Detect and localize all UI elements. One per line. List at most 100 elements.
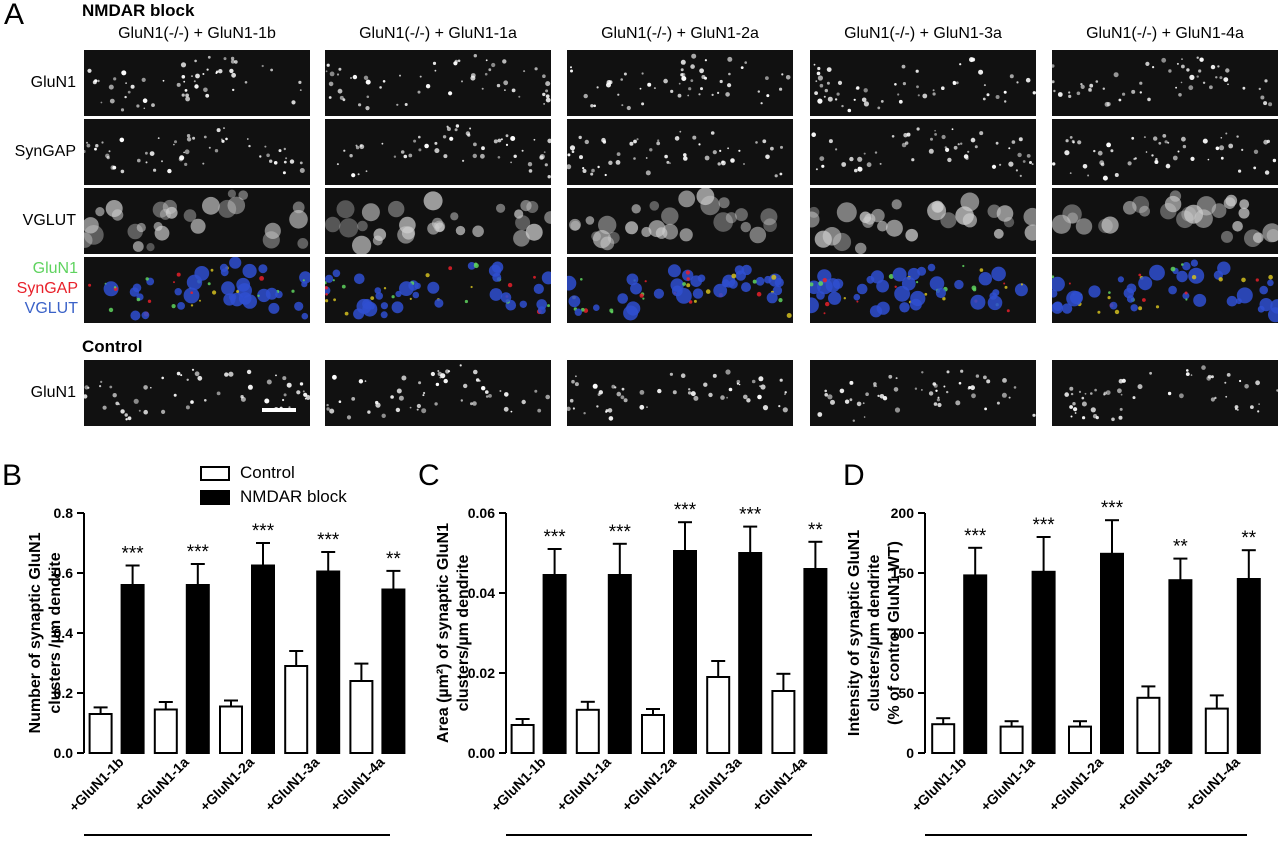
column-title-2: GluN1(-/-) + GluN1-1a [359,25,517,42]
chart-c-ylabel-line-1: Area (µm²) of synaptic GluN1 [435,523,452,743]
chart-d-significance-3: ** [1173,537,1188,558]
merge-label-glun1: GluN1 [32,260,78,277]
chart-b-significance-2: *** [252,521,275,542]
micrograph-syngap-col1 [84,119,310,185]
chart-b-ytick-label-4: 0.8 [54,505,74,521]
chart-d-category-label-1: +GluN1-1a [977,754,1038,815]
chart-b-significance-3: *** [317,530,340,551]
chart-b-bar-nmdar-2 [251,564,275,754]
chart-d-category-label-4: +GluN1-4a [1182,754,1243,815]
merge-label-vglut: VGLUT [24,300,78,317]
merge-label: GluN1 SynGAP VGLUT [0,259,78,319]
chart-c-ytick-label-3: 0.06 [468,505,495,521]
chart-c-ytick-label-0: 0.00 [468,745,495,761]
chart-d-bar-control-3 [1136,696,1161,755]
row-label-glun1: GluN1 [30,74,76,91]
chart-b-significance-1: *** [187,542,210,563]
legend-control-swatch [200,465,230,481]
chart-d-ytick-label-1: 50 [898,685,914,701]
chart-b-bar-nmdar-3 [316,570,341,754]
chart-d-ylabel-line-1: Intensity of synaptic GluN1 [846,530,863,736]
chart-c-bar-nmdar-3 [738,552,763,754]
chart-b-category-label-4: +GluN1-4a [327,754,388,815]
control-title: Control [82,337,143,356]
row-label-control-gluN1: GluN1 [30,384,76,401]
panel-b-letter: B [2,459,22,492]
micrograph-control-glun1-col1 [84,360,310,426]
chart-c-significance-2: *** [674,500,697,521]
chart-b-significance-4: ** [386,549,401,570]
legend-control-label: Control [240,463,295,482]
chart-b-bar-control-3 [284,665,309,754]
micrograph-merge-col2 [325,257,551,323]
chart-c-significance-0: *** [544,527,567,548]
chart-c-category-label-1: +GluN1-1a [553,754,614,815]
panel-d-letter: D [843,459,865,492]
micrograph-control-glun1-col4 [810,360,1036,426]
micrograph-merge-col1 [84,257,310,323]
chart-b-category-label-1: +GluN1-1a [131,754,192,815]
chart-b-bar-nmdar-1 [185,584,210,754]
chart-c-bar-control-0 [510,724,535,754]
legend-nmdar-label: NMDAR block [240,487,347,506]
chart-b-ytick-label-0: 0.0 [54,745,74,761]
column-title-5: GluN1(-/-) + GluN1-4a [1086,25,1244,42]
nmdar-block-title: NMDAR block [82,1,195,20]
chart-c-bar-nmdar-0 [542,574,567,754]
micrograph-vglut-col1 [84,188,310,254]
chart-d-bar-control-1 [999,725,1024,755]
micrograph-glun1-col5 [1052,50,1278,116]
chart-c-group-label: GluN1 (-/-) [625,856,693,859]
chart-d-ytick-label-0: 0 [906,745,914,761]
legend-nmdar-block: NMDAR block [200,487,347,507]
chart-c-bar-control-3 [706,676,731,754]
micrograph-vglut-col4 [810,188,1036,254]
chart-d-category-label-2: +GluN1-2a [1046,754,1107,815]
chart-c-category-label-2: +GluN1-2a [619,754,680,815]
micrograph-glun1-col3 [567,50,793,116]
chart-b-bar-control-1 [153,708,178,754]
chart-c-bar-control-4 [771,690,796,754]
micrograph-merge-col3 [567,257,793,323]
chart-d-bar-nmdar-0 [963,574,988,755]
legend-nmdar-swatch [200,489,230,505]
chart-c-bar-control-1 [575,708,600,755]
chart-b-ytick-label-2: 0.4 [54,625,74,641]
chart-b-ylabel-line-1: Number of synaptic GluN1 [27,532,44,733]
chart-d-bar-nmdar-4 [1236,578,1261,754]
chart-b-ylabel-line-2: clusters /µm dendrite [47,552,64,713]
micrograph-syngap-col4 [810,119,1036,185]
micrograph-vglut-col2 [325,188,551,254]
chart-c-ytick-label-2: 0.04 [468,585,495,601]
chart-b-category-label-2: +GluN1-2a [197,754,258,815]
chart-c-significance-4: ** [808,520,823,541]
micrograph-syngap-col2 [325,119,551,185]
micrograph-merge-col5 [1052,257,1278,323]
chart-b-bar-control-0 [88,713,113,754]
chart-d-ytick-label-3: 150 [891,565,915,581]
chart-d-bar-control-0 [931,723,956,755]
micrograph-merge-col4 [810,257,1036,323]
micrograph-syngap-col3 [567,119,793,185]
chart-c-category-label-0: +GluN1-1b [488,754,549,815]
chart-d-significance-0: *** [964,526,987,547]
row-label-syngap: SynGAP [14,143,76,160]
chart-d-bar-control-4 [1204,707,1229,755]
micrograph-vglut-col5 [1052,188,1278,254]
chart-d-ylabel-line-2: clusters/µm dendrite [866,554,883,711]
micrograph-vglut-col3 [567,188,793,254]
column-title-3: GluN1(-/-) + GluN1-2a [601,25,759,42]
chart-b-ytick-label-1: 0.2 [54,685,74,701]
micrograph-glun1-col1 [84,50,310,116]
chart-b-category-label-0: +GluN1-1b [66,754,127,815]
micrograph-control-glun1-col3 [567,360,793,426]
chart-c-ytick-label-1: 0.02 [468,665,495,681]
panel-a-letter: A [4,0,25,31]
chart-d-ytick-label-4: 200 [891,505,915,521]
chart-d-bar-control-2 [1068,725,1092,755]
chart-c-bar-nmdar-1 [607,574,632,754]
chart-d-ytick-label-2: 100 [891,625,915,641]
chart-d: D Intensity of synaptic GluN1 clusters/µm … [843,459,1261,859]
chart-c: C Area (µm²) of synaptic GluN1 clusters/µm… [418,459,828,859]
chart-d-category-label-3: +GluN1-3a [1114,754,1175,815]
